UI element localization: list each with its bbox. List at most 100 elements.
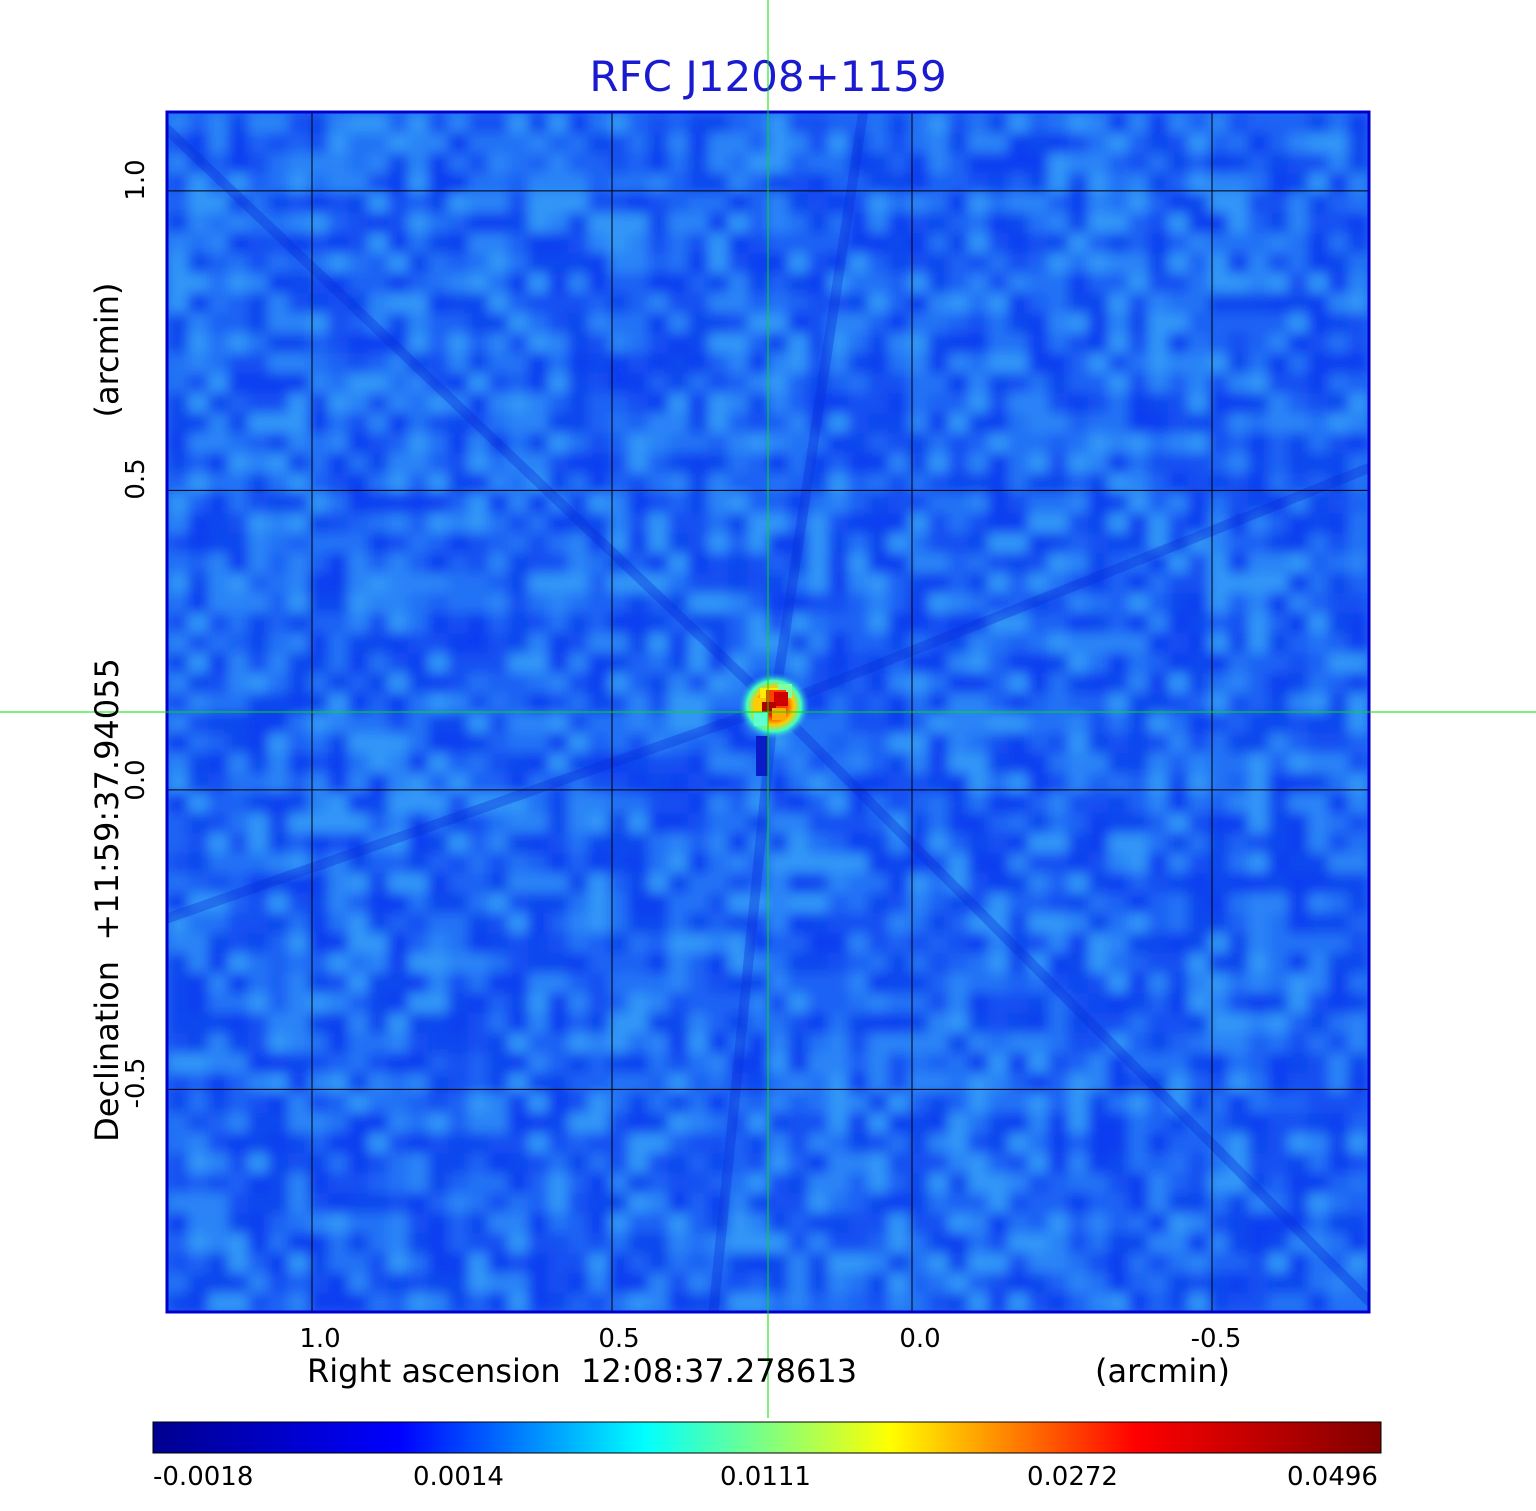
noise-cell (508, 513, 528, 533)
noise-cell (648, 753, 668, 773)
noise-cell (688, 653, 708, 673)
noise-cell (488, 673, 508, 693)
noise-cell (1348, 713, 1368, 733)
noise-cell (1288, 913, 1308, 933)
noise-cell (1268, 293, 1288, 313)
noise-cell (748, 1133, 768, 1153)
noise-cell (828, 1173, 848, 1193)
noise-cell (428, 1113, 448, 1133)
noise-cell (528, 393, 548, 413)
noise-cell (1208, 153, 1228, 173)
noise-cell (568, 693, 588, 713)
noise-cell (1028, 1293, 1048, 1311)
noise-cell (948, 513, 968, 533)
noise-cell (848, 153, 868, 173)
noise-cell (608, 413, 628, 433)
noise-cell (1088, 1153, 1108, 1173)
noise-cell (908, 493, 928, 513)
noise-cell (1308, 1053, 1328, 1073)
noise-cell (608, 973, 628, 993)
noise-cell (488, 333, 508, 353)
noise-cell (768, 593, 788, 613)
noise-cell (748, 573, 768, 593)
noise-cell (508, 673, 528, 693)
noise-cell (928, 1273, 948, 1293)
noise-cell (1048, 953, 1068, 973)
noise-cell (768, 513, 788, 533)
sky-image (168, 113, 1368, 1311)
noise-cell (1128, 1133, 1148, 1153)
noise-cell (328, 513, 348, 533)
noise-cell (288, 273, 308, 293)
noise-cell (968, 933, 988, 953)
noise-cell (588, 1233, 608, 1253)
noise-cell (328, 613, 348, 633)
noise-cell (1128, 213, 1148, 233)
noise-cell (708, 793, 728, 813)
noise-cell (1108, 793, 1128, 813)
noise-cell (308, 233, 328, 253)
noise-cell (1088, 1053, 1108, 1073)
noise-cell (448, 733, 468, 753)
noise-cell (788, 793, 808, 813)
noise-cell (1188, 453, 1208, 473)
noise-cell (1328, 193, 1348, 213)
noise-cell (648, 793, 668, 813)
noise-cell (1268, 1093, 1288, 1113)
noise-cell (828, 913, 848, 933)
noise-cell (1148, 1013, 1168, 1033)
noise-cell (908, 373, 928, 393)
noise-cell (448, 293, 468, 313)
noise-cell (348, 293, 368, 313)
noise-cell (368, 393, 388, 413)
noise-cell (628, 613, 648, 633)
noise-cell (1188, 473, 1208, 493)
noise-cell (1168, 353, 1188, 373)
noise-cell (908, 613, 928, 633)
noise-cell (208, 1093, 228, 1113)
noise-cell (208, 493, 228, 513)
noise-cell (448, 573, 468, 593)
noise-cell (188, 613, 208, 633)
noise-cell (408, 173, 428, 193)
noise-cell (268, 1173, 288, 1193)
noise-cell (848, 1153, 868, 1173)
noise-cell (1128, 973, 1148, 993)
noise-cell (1148, 173, 1168, 193)
noise-cell (428, 733, 448, 753)
noise-cell (808, 1213, 828, 1233)
noise-cell (1168, 113, 1188, 133)
noise-cell (208, 1053, 228, 1073)
noise-cell (768, 193, 788, 213)
noise-cell (1048, 873, 1068, 893)
noise-cell (868, 733, 888, 753)
noise-cell (1028, 493, 1048, 513)
noise-cell (428, 373, 448, 393)
noise-cell (1288, 1013, 1308, 1033)
noise-cell (248, 1073, 268, 1093)
noise-cell (228, 513, 248, 533)
noise-cell (948, 773, 968, 793)
noise-cell (1248, 1093, 1268, 1113)
noise-cell (508, 1093, 528, 1113)
noise-cell (528, 953, 548, 973)
noise-cell (348, 673, 368, 693)
noise-cell (288, 953, 308, 973)
noise-cell (1248, 1053, 1268, 1073)
noise-cell (1208, 853, 1228, 873)
noise-cell (768, 1273, 788, 1293)
noise-cell (488, 1253, 508, 1273)
noise-cell (188, 413, 208, 433)
noise-cell (348, 713, 368, 733)
x-tick-label: 0.0 (899, 1324, 941, 1354)
noise-cell (1108, 833, 1128, 853)
noise-cell (308, 533, 328, 553)
noise-cell (668, 1173, 688, 1193)
noise-cell (1068, 633, 1088, 653)
noise-cell (548, 993, 568, 1013)
noise-cell (248, 1273, 268, 1293)
noise-cell (328, 1193, 348, 1213)
noise-cell (468, 593, 488, 613)
noise-cell (1248, 733, 1268, 753)
noise-cell (968, 153, 988, 173)
